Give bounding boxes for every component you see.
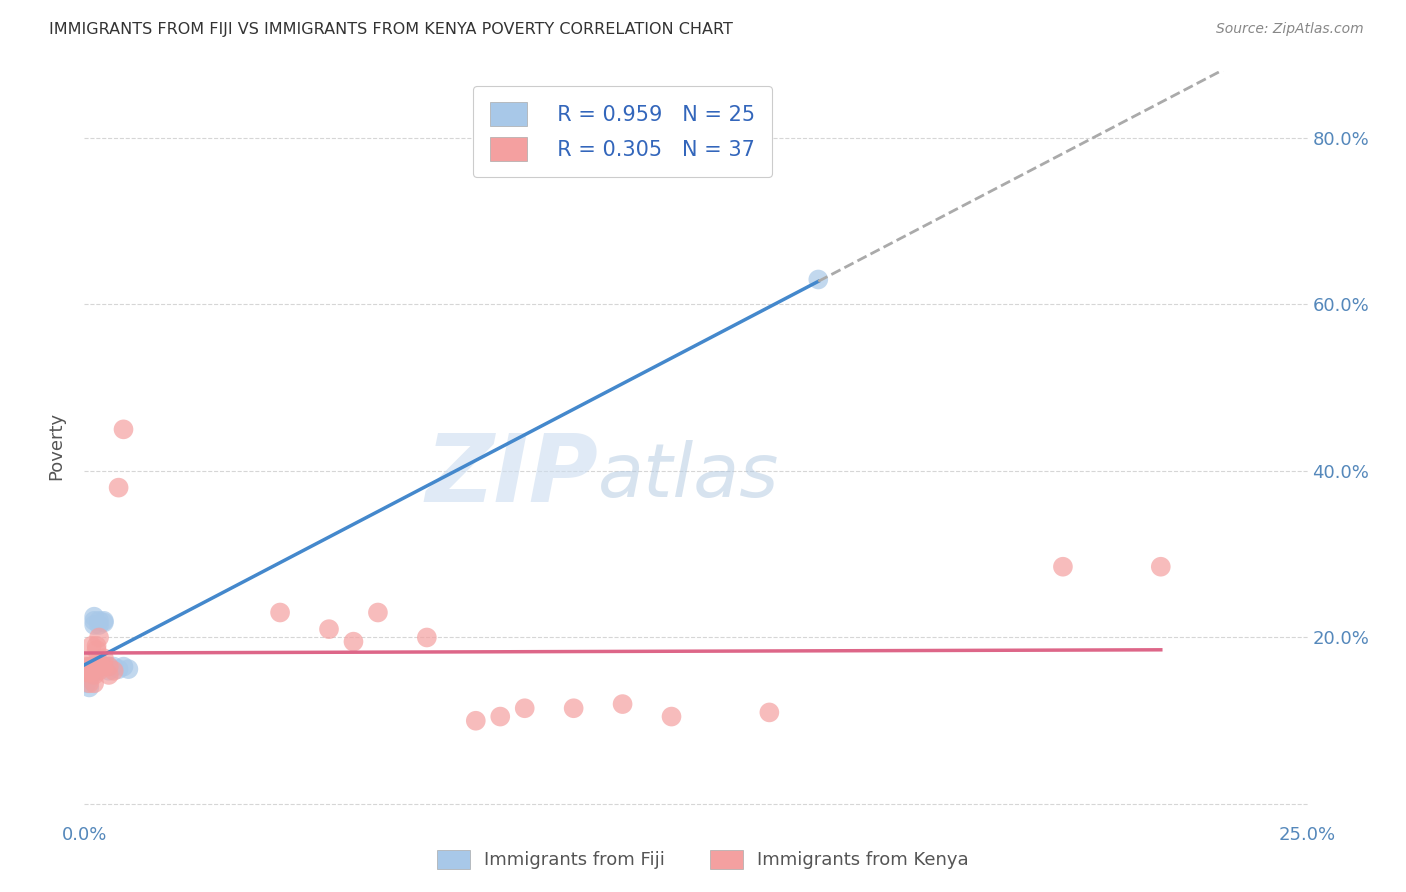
Point	[76, 668, 98, 682]
Point	[112, 659, 135, 673]
Point	[513, 701, 536, 715]
Point	[83, 659, 105, 673]
Point	[103, 659, 125, 673]
Legend:   R = 0.959   N = 25,   R = 0.305   N = 37: R = 0.959 N = 25, R = 0.305 N = 37	[474, 86, 772, 178]
Point	[112, 422, 135, 436]
Text: atlas: atlas	[598, 440, 779, 512]
Y-axis label: Poverty: Poverty	[48, 412, 66, 480]
Point	[83, 614, 105, 628]
Point	[97, 664, 120, 678]
Point	[77, 665, 100, 680]
Point	[83, 618, 105, 632]
Point	[97, 659, 120, 673]
Legend: Immigrants from Fiji, Immigrants from Kenya: Immigrants from Fiji, Immigrants from Ke…	[429, 841, 977, 879]
Point	[107, 662, 129, 676]
Point	[269, 606, 291, 620]
Point	[367, 606, 389, 620]
Point	[86, 639, 108, 653]
Point	[79, 659, 101, 673]
Point	[103, 664, 125, 678]
Point	[489, 709, 512, 723]
Point	[76, 676, 98, 690]
Point	[77, 672, 100, 686]
Point	[83, 609, 105, 624]
Point	[1150, 559, 1173, 574]
Point	[80, 664, 103, 678]
Point	[318, 622, 340, 636]
Point	[661, 709, 683, 723]
Point	[87, 656, 110, 670]
Text: ZIP: ZIP	[425, 430, 598, 522]
Point	[83, 668, 105, 682]
Point	[107, 481, 129, 495]
Point	[562, 701, 585, 715]
Point	[416, 631, 439, 645]
Point	[807, 272, 830, 286]
Point	[79, 664, 101, 678]
Point	[93, 614, 115, 628]
Point	[93, 659, 115, 673]
Point	[77, 665, 100, 680]
Point	[758, 706, 780, 720]
Point	[1052, 559, 1074, 574]
Text: Source: ZipAtlas.com: Source: ZipAtlas.com	[1216, 22, 1364, 37]
Point	[97, 659, 120, 673]
Point	[77, 681, 100, 695]
Point	[97, 668, 120, 682]
Point	[87, 664, 110, 678]
Point	[87, 631, 110, 645]
Point	[77, 676, 100, 690]
Point	[342, 634, 364, 648]
Point	[76, 665, 98, 680]
Point	[87, 618, 110, 632]
Point	[77, 656, 100, 670]
Point	[80, 659, 103, 673]
Point	[464, 714, 486, 728]
Point	[80, 639, 103, 653]
Point	[86, 643, 108, 657]
Point	[83, 676, 105, 690]
Point	[93, 651, 115, 665]
Point	[117, 662, 139, 676]
Point	[87, 614, 110, 628]
Point	[77, 664, 100, 678]
Point	[80, 668, 103, 682]
Point	[76, 659, 98, 673]
Point	[86, 659, 108, 673]
Point	[93, 615, 115, 630]
Point	[612, 697, 634, 711]
Point	[77, 659, 100, 673]
Text: IMMIGRANTS FROM FIJI VS IMMIGRANTS FROM KENYA POVERTY CORRELATION CHART: IMMIGRANTS FROM FIJI VS IMMIGRANTS FROM …	[49, 22, 733, 37]
